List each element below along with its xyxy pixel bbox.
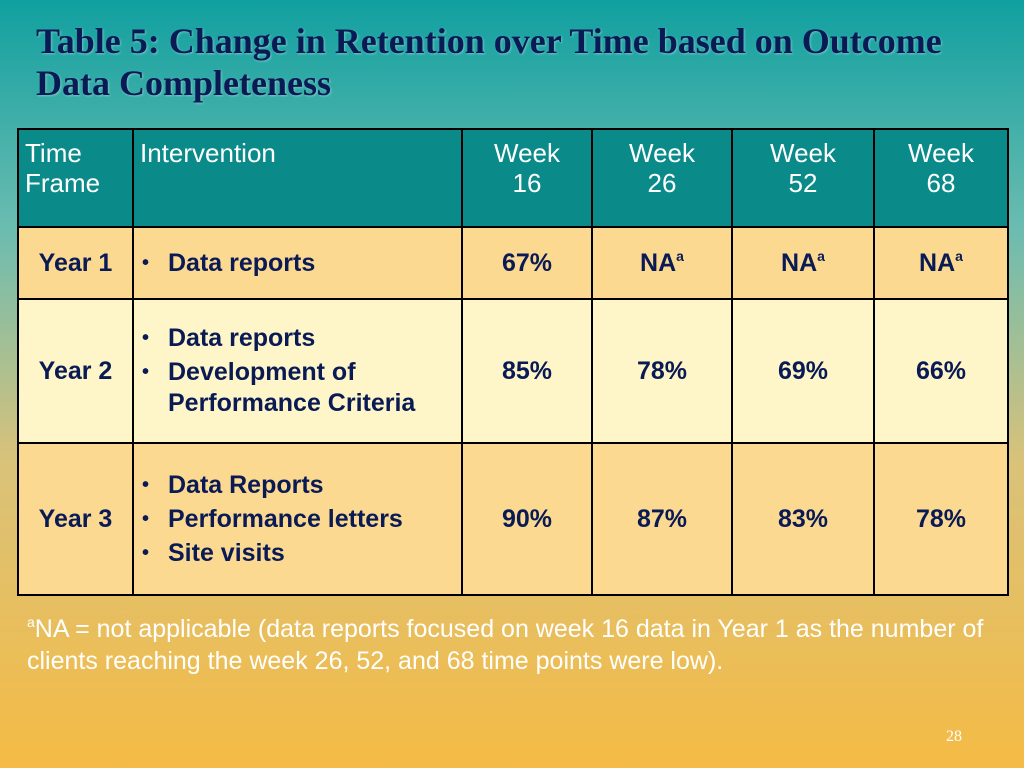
header-week-16: Week 16 [461, 128, 593, 228]
list-item: • Data reports [142, 248, 316, 277]
row-year-label: Year 1 [17, 226, 134, 300]
cell-week-16: 90% [461, 442, 593, 596]
cell-week-26: 87% [591, 442, 733, 596]
bullet-dot-icon: • [142, 507, 150, 530]
cell-week-26: 78% [591, 298, 733, 444]
bullet-dot-icon: • [142, 473, 150, 496]
footnote-text: NA = not applicable (data reports focuse… [27, 615, 984, 675]
cell-week-26: NAa [591, 226, 733, 300]
cell-week-52: 83% [731, 442, 875, 596]
table-footnote: aNA = not applicable (data reports focus… [27, 606, 987, 677]
cell-week-68: 78% [873, 442, 1009, 596]
row-interventions: • Data Reports • Performance letters • Site… [132, 442, 463, 596]
cell-week-68: NAa [873, 226, 1009, 300]
header-week-52: Week 52 [731, 128, 875, 228]
row-year-label: Year 2 [17, 298, 134, 444]
cell-week-16: 85% [461, 298, 593, 444]
table-row: Year 3 • Data Reports • Performance letter… [17, 442, 1009, 596]
cell-week-16: 67% [461, 226, 593, 300]
list-item: • Performance letters [142, 504, 403, 533]
bullet-dot-icon: • [142, 327, 150, 349]
bullet-dot-icon: • [142, 251, 150, 274]
list-item: • Data reports [142, 324, 316, 352]
header-time-frame: Time Frame [17, 128, 134, 228]
row-interventions: • Data reports [132, 226, 463, 300]
header-intervention: Intervention [132, 128, 463, 228]
table-header-row: Time Frame Intervention Week 16 Week 26 … [17, 128, 1009, 228]
list-item: • Site visits [142, 538, 285, 567]
cell-week-52: 69% [731, 298, 875, 444]
page-number: 28 [946, 728, 962, 745]
bullet-dot-icon: • [142, 361, 150, 383]
retention-table: Time Frame Intervention Week 16 Week 26 … [17, 128, 1009, 596]
header-week-68: Week 68 [873, 128, 1009, 228]
row-interventions: • Data reports • Development of Performanc… [132, 298, 463, 444]
table-row: Year 2 • Data reports • Development of Per… [17, 298, 1009, 444]
list-item: • Development of Performance Criteria [142, 358, 416, 417]
footnote-marker: a [27, 614, 35, 630]
header-week-26: Week 26 [591, 128, 733, 228]
row-year-label: Year 3 [17, 442, 134, 596]
slide-title: Table 5: Change in Retention over Time b… [36, 21, 942, 103]
list-item: • Data Reports [142, 470, 324, 499]
cell-week-68: 66% [873, 298, 1009, 444]
cell-week-52: NAa [731, 226, 875, 300]
bullet-dot-icon: • [142, 541, 150, 564]
table-row: Year 1 • Data reports 67% NAa NAa NAa [17, 226, 1009, 300]
